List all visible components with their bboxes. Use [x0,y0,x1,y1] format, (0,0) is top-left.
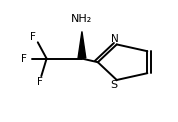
Polygon shape [78,31,86,58]
Text: F: F [37,77,43,87]
Text: S: S [111,80,118,90]
Text: F: F [21,54,27,64]
Text: N: N [111,34,118,44]
Text: F: F [30,32,36,42]
Text: NH₂: NH₂ [71,14,93,24]
